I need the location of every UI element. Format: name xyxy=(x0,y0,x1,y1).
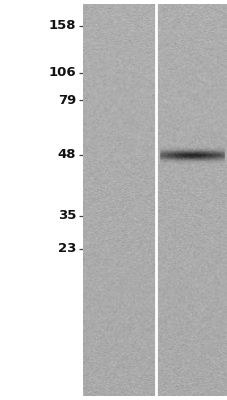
Text: 23: 23 xyxy=(58,242,76,256)
Text: 158: 158 xyxy=(49,19,76,32)
Text: 79: 79 xyxy=(58,94,76,106)
Text: 106: 106 xyxy=(49,66,76,79)
Text: 48: 48 xyxy=(58,148,76,162)
Text: 35: 35 xyxy=(58,209,76,222)
